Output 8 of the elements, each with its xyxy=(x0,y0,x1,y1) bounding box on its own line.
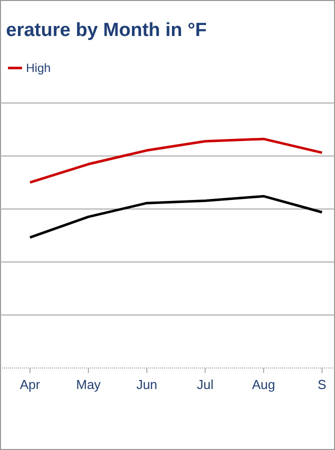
legend-label: High xyxy=(26,61,51,75)
x-tick-label: May xyxy=(76,377,102,392)
x-tick-label: S xyxy=(318,377,327,392)
x-tick-label: Apr xyxy=(20,377,41,392)
x-tick-label: Jul xyxy=(196,377,214,392)
chart-title: erature by Month in °F xyxy=(6,20,207,41)
x-tick-label: Jun xyxy=(136,377,158,392)
x-tick-label: Aug xyxy=(252,377,276,392)
